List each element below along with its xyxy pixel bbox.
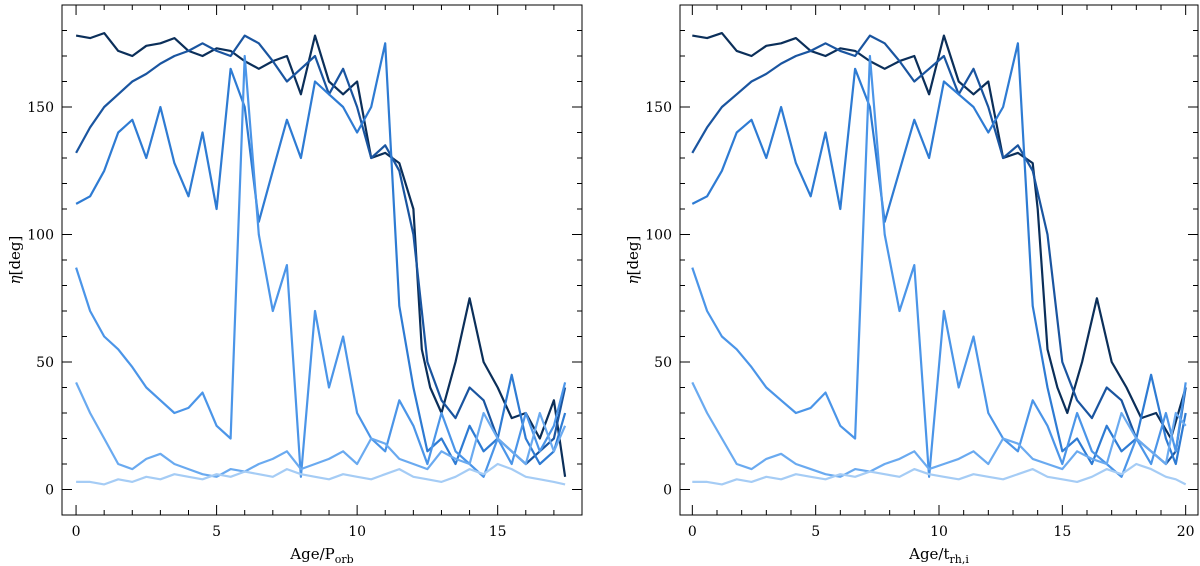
series-line-4 [691,54,1187,478]
series-line-3 [75,42,567,466]
y-tick-label: 0 [45,483,54,499]
x-tick-label: 10 [930,524,948,540]
x-axis-label: Age/Porb [289,545,353,566]
series-line-2 [75,34,567,466]
series-line-6 [76,462,566,486]
y-tick-label: 150 [645,100,672,116]
x-tick-label: 0 [72,524,81,540]
plot-frame [679,4,1199,516]
series-line-2 [691,34,1187,466]
x-tick-label: 10 [348,524,366,540]
x-tick-label: 20 [1177,524,1195,540]
series-line-5 [75,381,567,478]
y-tick-label: 50 [36,355,54,371]
series-line-4 [75,54,567,478]
x-axis-label: Age/trh,i [908,545,969,566]
x-tick-label: 0 [688,524,697,540]
series-line-1 [692,32,1187,440]
y-tick-label: 100 [27,228,54,244]
y-tick-label: 150 [27,100,54,116]
y-tick-label: 0 [663,483,672,499]
series-line-6 [692,462,1187,486]
x-tick-label: 15 [1053,524,1071,540]
chart-panel-2: 0 5 10 15 20 0 50 100 150 Age/trh,i η[deg] [624,4,1199,566]
y-axis-label: η[deg] [624,236,642,285]
y-tick-label: 50 [654,355,672,371]
y-tick-label: 100 [645,228,672,244]
y-axis-label: η[deg] [6,236,24,285]
series-line-3 [691,42,1187,466]
series-line-5 [691,381,1187,478]
x-tick-label: 15 [489,524,507,540]
series-line-1 [75,32,567,477]
plot-frame [61,4,583,516]
x-tick-label: 5 [212,524,221,540]
x-tick-label: 5 [811,524,820,540]
